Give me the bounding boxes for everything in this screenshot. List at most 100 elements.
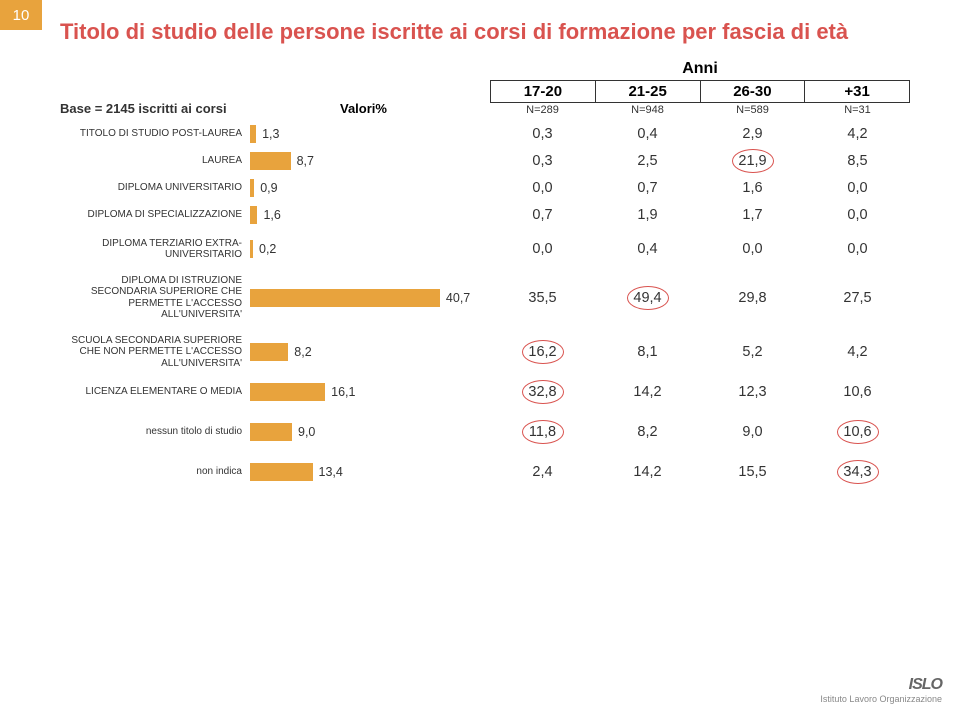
value-cells: 0,32,521,98,5: [490, 153, 910, 169]
value-cell: 34,3: [805, 464, 910, 480]
row-label: LAUREA: [60, 155, 250, 167]
valori-label: Valori%: [340, 101, 490, 116]
data-row: DIPLOMA DI ISTRUZIONE SECONDARIA SUPERIO…: [60, 275, 910, 321]
row-label: DIPLOMA DI SPECIALIZZAZIONE: [60, 209, 250, 221]
value-cell: 14,2: [595, 384, 700, 400]
value-cell: 35,5: [490, 290, 595, 306]
value-cell: 2,5: [595, 153, 700, 169]
value-cell: 29,8: [700, 290, 805, 306]
bar-area: 16,1: [250, 383, 490, 401]
age-n-3: N=589: [700, 104, 805, 116]
bar-area: 9,0: [250, 423, 490, 441]
value-cells: 0,30,42,94,2: [490, 126, 910, 142]
logo-mark: ISLO: [909, 676, 942, 693]
row-label: non indica: [60, 466, 250, 478]
age-col-4: +31: [805, 81, 909, 102]
age-n-labels: N=289 N=948 N=589 N=31: [490, 104, 910, 116]
bar-value: 0,2: [259, 242, 276, 256]
age-column-headers: 17-20 21-25 26-30 +31: [490, 80, 910, 103]
data-row: DIPLOMA DI SPECIALIZZAZIONE 1,6 0,71,91,70…: [60, 206, 910, 224]
row-label: nessun titolo di studio: [60, 426, 250, 438]
bar: [250, 423, 292, 441]
value-cell: 0,7: [490, 207, 595, 223]
value-cell: 0,3: [490, 153, 595, 169]
bar-area: 8,7: [250, 152, 490, 170]
value-cell: 0,7: [595, 180, 700, 196]
value-cell: 4,2: [805, 344, 910, 360]
value-cell: 0,4: [595, 126, 700, 142]
data-row: LICENZA ELEMENTARE O MEDIA16,132,814,212…: [60, 383, 910, 401]
value-cell: 5,2: [700, 344, 805, 360]
value-cell: 16,2: [490, 344, 595, 360]
value-cells: 16,28,15,24,2: [490, 344, 910, 360]
bar: [250, 206, 257, 224]
value-cell: 2,9: [700, 126, 805, 142]
bar-area: 8,2: [250, 343, 490, 361]
highlight-circle: [522, 380, 564, 404]
age-col-3: 26-30: [701, 81, 806, 102]
age-n-4: N=31: [805, 104, 910, 116]
bar-value: 9,0: [298, 425, 315, 439]
value-cell: 0,0: [805, 180, 910, 196]
bar: [250, 383, 325, 401]
chart-title: Titolo di studio delle persone iscritte …: [60, 18, 910, 46]
value-cell: 8,2: [595, 424, 700, 440]
row-label: DIPLOMA DI ISTRUZIONE SECONDARIA SUPERIO…: [60, 275, 250, 321]
row-label: LICENZA ELEMENTARE O MEDIA: [60, 386, 250, 398]
row-label: TITOLO DI STUDIO POST-LAUREA: [60, 128, 250, 140]
highlight-circle: [522, 340, 564, 364]
age-n-1: N=289: [490, 104, 595, 116]
value-cell: 0,4: [595, 241, 700, 257]
bar-area: 13,4: [250, 463, 490, 481]
value-cells: 35,549,429,827,5: [490, 290, 910, 306]
bar: [250, 463, 313, 481]
value-cell: 8,1: [595, 344, 700, 360]
bar: [250, 125, 256, 143]
bar: [250, 343, 288, 361]
data-row: TITOLO DI STUDIO POST-LAUREA 1,3 0,30,42,9…: [60, 125, 910, 143]
row-label: DIPLOMA UNIVERSITARIO: [60, 182, 250, 194]
value-cell: 32,8: [490, 384, 595, 400]
base-label: Base = 2145 iscritti ai corsi: [60, 101, 340, 116]
value-cell: 1,7: [700, 207, 805, 223]
logo-sub: Istituto Lavoro Organizzazione: [820, 694, 942, 704]
value-cell: 9,0: [700, 424, 805, 440]
anni-title: Anni: [490, 60, 910, 78]
value-cell: 21,9: [700, 153, 805, 169]
bar-value: 0,9: [260, 181, 277, 195]
value-cell: 0,3: [490, 126, 595, 142]
value-cell: 2,4: [490, 464, 595, 480]
bar: [250, 289, 440, 307]
bar-area: 1,3: [250, 125, 490, 143]
value-cell: 0,0: [490, 241, 595, 257]
data-row: SCUOLA SECONDARIA SUPERIORE CHE NON PERM…: [60, 335, 910, 370]
value-cells: 0,71,91,70,0: [490, 207, 910, 223]
data-row: nessun titolo di studio9,011,88,29,010,6: [60, 423, 910, 441]
row-label: SCUOLA SECONDARIA SUPERIORE CHE NON PERM…: [60, 335, 250, 370]
value-cell: 1,6: [700, 180, 805, 196]
bar-value: 16,1: [331, 385, 355, 399]
bar: [250, 179, 254, 197]
data-row: non indica13,42,414,215,534,3: [60, 463, 910, 481]
value-cell: 4,2: [805, 126, 910, 142]
bar-value: 1,3: [262, 127, 279, 141]
value-cell: 0,0: [700, 241, 805, 257]
value-cell: 0,0: [805, 241, 910, 257]
bar-area: 40,7: [250, 289, 490, 307]
value-cell: 8,5: [805, 153, 910, 169]
value-cell: 10,6: [805, 424, 910, 440]
bar: [250, 152, 291, 170]
logo: ISLO Istituto Lavoro Organizzazione: [820, 676, 942, 704]
bar-area: 0,9: [250, 179, 490, 197]
bar-value: 1,6: [263, 208, 280, 222]
row-label: DIPLOMA TERZIARIO EXTRA- UNIVERSITARIO: [60, 238, 250, 261]
anni-block: Anni 17-20 21-25 26-30 +31 N=289 N=948 N…: [490, 60, 910, 116]
value-cell: 0,0: [805, 207, 910, 223]
highlight-circle: [522, 420, 564, 444]
highlight-circle: [732, 149, 774, 173]
value-cell: 10,6: [805, 384, 910, 400]
age-n-2: N=948: [595, 104, 700, 116]
page-number: 10: [0, 0, 42, 30]
value-cell: 1,9: [595, 207, 700, 223]
bar-value: 8,7: [297, 154, 314, 168]
